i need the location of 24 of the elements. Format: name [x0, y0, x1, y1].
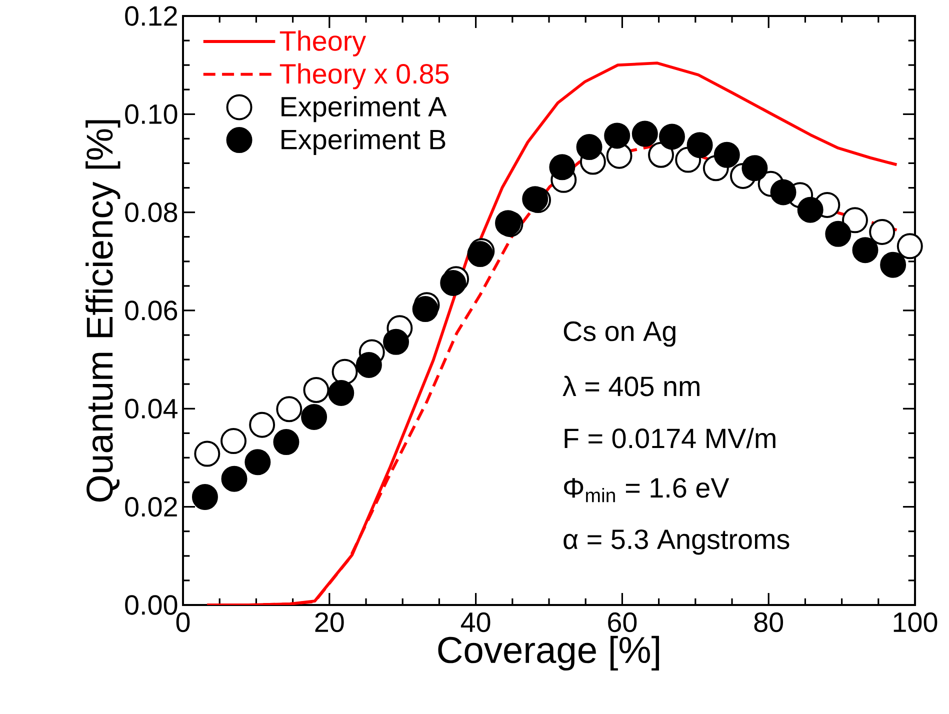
y-tick-label: 0.12	[125, 6, 177, 26]
y-tick-label: 0.02	[125, 496, 177, 517]
annotation: F = 0.0174 MV/m	[564, 428, 776, 448]
y-axis-title: Quantum Efficiency [%]	[86, 120, 120, 502]
y-tick-label: 0.10	[125, 104, 178, 124]
y-tick-label: 0.00	[125, 595, 178, 615]
legend-label: Experiment A	[282, 96, 447, 122]
annotation: Cs on Ag	[564, 321, 676, 347]
x-tick-label: 100	[894, 612, 938, 632]
legend-label: Theory	[280, 30, 366, 56]
x-tick-label: 60	[608, 612, 637, 632]
legend-label: Theory x 0.85	[280, 63, 449, 90]
annotation: α = 5.3 Angstroms	[564, 529, 790, 555]
y-tick-label: 0.04	[125, 398, 178, 419]
x-tick-label: 40	[460, 612, 490, 632]
annotation: Φ$_{min}$ = 1.6 eV	[564, 478, 730, 502]
x-tick-label: 20	[315, 612, 344, 632]
x-tick-label: 80	[754, 612, 784, 632]
x-tick-label: 0	[176, 612, 190, 632]
annotation: λ = 405 nm	[562, 376, 700, 396]
x-axis-title: Coverage [%]	[438, 636, 659, 671]
y-tick-label: 0.06	[125, 300, 178, 320]
y-tick-label: 0.08	[125, 202, 178, 222]
legend-label: Experiment B	[282, 128, 446, 155]
